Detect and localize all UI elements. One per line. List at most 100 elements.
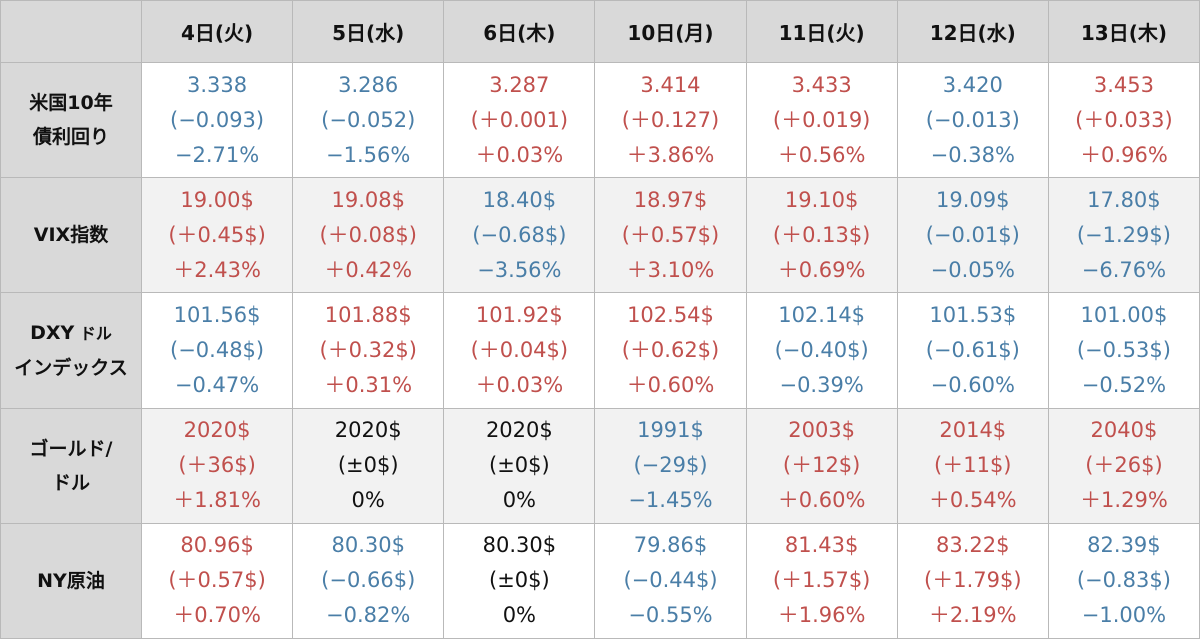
cell-percent: −0.82% bbox=[326, 603, 411, 628]
cell-value: 18.97$ bbox=[633, 187, 708, 212]
cell-value: 101.92$ bbox=[475, 302, 563, 327]
cell-change: (−0.66$) bbox=[321, 568, 416, 593]
data-cell: 2020$ (＋36$) ＋1.81% bbox=[140, 407, 294, 524]
cell-percent: ＋0.42% bbox=[324, 257, 413, 282]
cell-value: 2020$ bbox=[334, 418, 402, 443]
cell-value: 2020$ bbox=[183, 418, 251, 443]
cell-value: 2014$ bbox=[939, 418, 1007, 443]
cell-change: (±0$) bbox=[489, 453, 550, 478]
data-cell: 80.96$ (＋0.57$) ＋0.70% bbox=[140, 522, 294, 639]
cell-value: 3.433 bbox=[791, 72, 852, 97]
data-cell: 3.338 (−0.093) −2.71% bbox=[140, 61, 294, 179]
cell-value: 2020$ bbox=[485, 418, 553, 443]
header-row: 4日(火) 5日(水) 6日(木) 10日(月) 11日(火) 12日(水) 1… bbox=[0, 0, 1200, 63]
cell-value: 2003$ bbox=[788, 418, 856, 443]
table-row: ゴールド/ドル 2020$ (＋36$) ＋1.81% 2020$ (±0$) 0% 2020… bbox=[0, 407, 1200, 524]
data-cell: 101.00$ (−0.53$) −0.52% bbox=[1047, 292, 1200, 409]
cell-percent: ＋0.56% bbox=[777, 142, 866, 167]
row-label-main: 米国10年 bbox=[29, 92, 113, 115]
cell-change: (＋0.127) bbox=[621, 107, 720, 132]
cell-percent: ＋0.54% bbox=[928, 488, 1017, 513]
cell-value: 101.88$ bbox=[324, 302, 412, 327]
cell-percent: −0.60% bbox=[930, 372, 1015, 397]
data-cell: 2003$ (＋12$) ＋0.60% bbox=[745, 407, 898, 524]
data-cell: 83.22$ (＋1.79$) ＋2.19% bbox=[896, 522, 1049, 639]
row-label-line1: VIX指数 bbox=[1, 218, 141, 252]
cell-value: 102.14$ bbox=[778, 302, 866, 327]
data-cell: 81.43$ (＋1.57$) ＋1.96% bbox=[745, 522, 898, 639]
cell-percent: ＋2.19% bbox=[928, 603, 1017, 628]
data-cell: 2014$ (＋11$) ＋0.54% bbox=[896, 407, 1049, 524]
cell-percent: ＋1.81% bbox=[173, 488, 261, 513]
row-label-sub: ドル bbox=[74, 323, 112, 343]
col-header-4: 11日(火) bbox=[745, 0, 898, 63]
cell-percent: 0% bbox=[502, 603, 537, 628]
row-label: VIX指数 bbox=[0, 177, 142, 294]
col-header-2: 6日(木) bbox=[443, 0, 596, 63]
cell-value: 80.30$ bbox=[331, 533, 405, 558]
cell-change: (−0.093) bbox=[170, 107, 265, 132]
cell-percent: −1.00% bbox=[1081, 603, 1167, 628]
cell-change: (−29$) bbox=[633, 453, 708, 478]
data-cell: 17.80$ (−1.29$) −6.76% bbox=[1047, 177, 1200, 294]
cell-percent: ＋3.10% bbox=[626, 257, 715, 282]
cell-change: (−0.40$) bbox=[774, 337, 869, 362]
cell-change: (＋1.79$) bbox=[924, 568, 1022, 593]
row-label: 米国10年 債利回り bbox=[0, 61, 142, 179]
cell-change: (＋0.019) bbox=[772, 107, 871, 132]
cell-percent: −0.47% bbox=[174, 372, 260, 397]
cell-change: (−0.01$) bbox=[925, 222, 1020, 247]
cell-value: 18.40$ bbox=[482, 187, 557, 212]
cell-percent: −0.52% bbox=[1081, 372, 1167, 397]
col-header-1: 5日(水) bbox=[292, 0, 445, 63]
row-label-line2: インデックス bbox=[14, 356, 128, 379]
cell-change: (＋0.033) bbox=[1075, 107, 1173, 132]
cell-change: (±0$) bbox=[489, 568, 550, 593]
cell-percent: ＋3.86% bbox=[626, 142, 715, 167]
data-cell: 101.92$ (＋0.04$) ＋0.03% bbox=[443, 292, 596, 409]
cell-change: (＋0.001) bbox=[470, 107, 569, 132]
cell-value: 102.54$ bbox=[627, 302, 714, 327]
cell-change: (＋0.57$) bbox=[168, 568, 266, 593]
cell-percent: −0.39% bbox=[779, 372, 864, 397]
cell-change: (±0$) bbox=[337, 453, 399, 478]
table-row: 米国10年 債利回り 3.338 (−0.093) −2.71% 3.286 (−0.052… bbox=[0, 61, 1200, 179]
data-cell: 82.39$ (−0.83$) −1.00% bbox=[1047, 522, 1200, 639]
cell-value: 83.22$ bbox=[936, 533, 1010, 558]
cell-percent: 0% bbox=[351, 488, 385, 513]
cell-value: 1991$ bbox=[637, 418, 704, 443]
data-cell: 1991$ (−29$) −1.45% bbox=[594, 407, 747, 524]
cell-percent: 0% bbox=[502, 488, 537, 513]
data-cell: 101.56$ (−0.48$) −0.47% bbox=[140, 292, 294, 409]
cell-value: 19.08$ bbox=[331, 187, 405, 212]
cell-change: (＋0.45$) bbox=[168, 222, 266, 247]
cell-percent: ＋0.60% bbox=[626, 372, 715, 397]
col-header-5: 12日(水) bbox=[896, 0, 1049, 63]
data-cell: 18.97$ (＋0.57$) ＋3.10% bbox=[594, 177, 747, 294]
data-cell: 3.286 (−0.052) −1.56% bbox=[292, 61, 445, 179]
col-header-3: 10日(月) bbox=[594, 0, 747, 63]
cell-change: (＋0.13$) bbox=[772, 222, 871, 247]
cell-value: 80.96$ bbox=[180, 533, 254, 558]
col-header-0: 4日(火) bbox=[140, 0, 294, 63]
data-cell: 18.40$ (−0.68$) −3.56% bbox=[443, 177, 596, 294]
cell-change: (＋0.62$) bbox=[621, 337, 720, 362]
cell-percent: ＋1.96% bbox=[777, 603, 866, 628]
row-label-line1: NY原油 bbox=[1, 564, 141, 598]
cell-value: 3.286 bbox=[338, 72, 399, 97]
cell-value: 80.30$ bbox=[482, 533, 557, 558]
cell-percent: −0.05% bbox=[930, 257, 1015, 282]
cell-value: 2040$ bbox=[1090, 418, 1158, 443]
cell-change: (＋36$) bbox=[178, 453, 256, 478]
cell-value: 79.86$ bbox=[633, 533, 708, 558]
cell-percent: −1.45% bbox=[628, 488, 713, 513]
cell-value: 3.287 bbox=[489, 72, 550, 97]
data-cell: 19.09$ (−0.01$) −0.05% bbox=[896, 177, 1049, 294]
cell-percent: −1.56% bbox=[326, 142, 411, 167]
row-label: NY原油 bbox=[0, 522, 142, 639]
cell-change: (−0.83$) bbox=[1076, 568, 1171, 593]
cell-change: (−0.68$) bbox=[472, 222, 567, 247]
cell-change: (＋0.32$) bbox=[319, 337, 417, 362]
data-cell: 80.30$ (−0.66$) −0.82% bbox=[292, 522, 445, 639]
